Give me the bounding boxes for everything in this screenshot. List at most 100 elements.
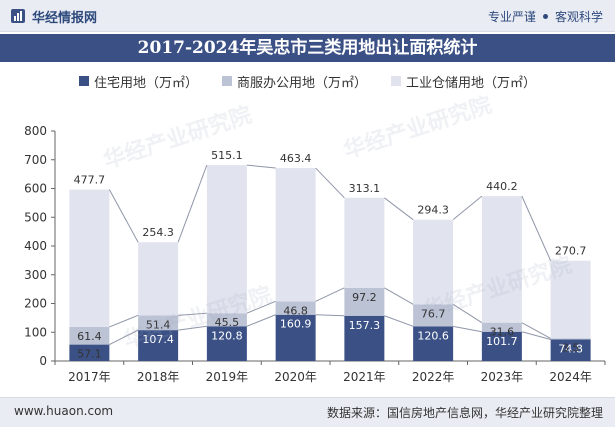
- connector-line-industrial: [452, 195, 483, 221]
- brand[interactable]: 华经情报网: [10, 7, 98, 26]
- data-label-residential: 120.6: [417, 329, 449, 342]
- legend-swatch-industrial: [391, 76, 401, 86]
- data-label-commercial: 61.4: [77, 330, 102, 343]
- connector-line-residential: [246, 314, 276, 327]
- data-label-commercial: 97.2: [352, 291, 377, 304]
- slogan-separator-dot: [542, 14, 548, 19]
- data-label-commercial: 31.6: [490, 326, 515, 339]
- bar-residential: [69, 344, 110, 361]
- connector-line-industrial: [177, 164, 208, 243]
- y-tick-label: 500: [24, 210, 47, 224]
- footer-source: 数据来源：国信房地产信息网，华经产业研究院整理: [326, 406, 603, 420]
- connector-line-industrial: [521, 195, 552, 261]
- legend-item-residential[interactable]: 住宅用地（万㎡）: [78, 72, 198, 91]
- connector-line-commercial: [109, 314, 139, 328]
- connector-line-commercial: [178, 312, 207, 316]
- connector-line-industrial: [108, 189, 139, 243]
- slogan-left: 专业严谨: [487, 10, 536, 24]
- legend-item-commercial[interactable]: 商服办公用地（万㎡）: [221, 72, 367, 91]
- brand-name: 华经情报网: [32, 10, 98, 26]
- brand-logo-icon: [10, 8, 26, 24]
- data-label-residential: 57.1: [77, 348, 102, 361]
- bar-industrial: [69, 189, 110, 327]
- data-label-industrial: 313.1: [349, 182, 381, 195]
- data-label-residential: 101.7: [486, 335, 518, 348]
- connector-line-commercial: [521, 322, 551, 339]
- bar-industrial: [481, 196, 522, 323]
- x-tick-label: 2022年: [412, 370, 455, 384]
- bar-residential: [413, 326, 454, 361]
- x-tick-label: 2017年: [68, 370, 111, 384]
- y-tick-label: 300: [24, 268, 47, 282]
- y-tick-label: 200: [24, 297, 47, 311]
- connector-line-residential: [453, 325, 482, 333]
- data-label-residential: 160.9: [280, 318, 312, 331]
- data-label-industrial: 254.3: [142, 226, 174, 239]
- connector-line-residential: [384, 315, 414, 327]
- data-label-residential: 120.8: [211, 329, 243, 342]
- data-label-commercial: 46.8: [283, 304, 308, 317]
- data-label-residential: 107.4: [142, 333, 174, 346]
- bar-commercial: [206, 313, 247, 327]
- data-label-commercial: 45.5: [215, 316, 240, 329]
- bar-commercial: [413, 304, 454, 327]
- bar-commercial: [481, 322, 522, 332]
- data-label-residential: 74.8: [558, 342, 583, 355]
- y-tick-label: 600: [24, 182, 47, 196]
- slogan-right: 客观科学: [554, 10, 603, 24]
- footer: www.huaon.com 数据来源：国信房地产信息网，华经产业研究院整理: [0, 397, 615, 427]
- y-tick-label: 800: [24, 124, 47, 138]
- connector-line-commercial: [452, 303, 483, 324]
- x-tick-label: 2018年: [137, 370, 180, 384]
- data-label-industrial: 270.7: [555, 245, 587, 258]
- bar-industrial: [550, 260, 591, 339]
- bar-commercial: [275, 301, 316, 315]
- y-tick-label: 700: [24, 153, 47, 167]
- connector-line-residential: [109, 329, 139, 346]
- y-tick-label: 400: [24, 239, 47, 253]
- legend-label-residential: 住宅用地（万㎡）: [93, 75, 198, 91]
- bar-residential: [550, 339, 591, 361]
- bar-residential: [481, 331, 522, 361]
- bar-industrial: [275, 168, 316, 302]
- x-tick-label: 2020年: [274, 370, 317, 384]
- bar-residential: [344, 315, 385, 361]
- connector-line-residential: [521, 331, 551, 340]
- data-label-industrial: 440.2: [486, 180, 518, 193]
- connector-line-industrial: [315, 167, 345, 199]
- connector-line-industrial: [246, 164, 276, 169]
- bar-residential: [275, 314, 316, 361]
- connector-line-residential: [315, 314, 345, 317]
- bar-industrial: [206, 165, 247, 314]
- data-label-industrial: 463.4: [280, 152, 312, 165]
- legend: 住宅用地（万㎡） 商服办公用地（万㎡） 工业仓储用地（万㎡）: [0, 72, 615, 91]
- legend-item-industrial[interactable]: 工业仓储用地（万㎡）: [391, 72, 537, 91]
- y-tick-label: 0: [39, 354, 47, 368]
- data-label-commercial: 3.5: [562, 341, 580, 354]
- legend-swatch-commercial: [221, 76, 232, 86]
- data-label-industrial: 477.7: [74, 174, 106, 187]
- bar-commercial: [550, 338, 591, 340]
- slogan: 专业严谨 客观科学: [488, 8, 603, 25]
- connector-line-residential: [178, 325, 207, 331]
- x-tick-label: 2019年: [206, 370, 249, 384]
- data-label-residential: 157.3: [349, 319, 381, 332]
- data-label-industrial: 294.3: [417, 204, 449, 217]
- x-tick-label: 2023年: [481, 370, 524, 384]
- connector-line-commercial: [384, 287, 414, 305]
- bar-commercial: [344, 287, 385, 316]
- data-label-commercial: 76.7: [421, 307, 446, 320]
- legend-label-industrial: 工业仓储用地（万㎡）: [406, 75, 537, 91]
- bar-industrial: [413, 219, 454, 305]
- bar-industrial: [138, 242, 179, 316]
- connector-line-commercial: [315, 287, 345, 302]
- data-label-industrial: 515.1: [211, 149, 243, 162]
- bar-commercial: [69, 326, 110, 345]
- legend-swatch-residential: [78, 76, 89, 86]
- x-tick-label: 2024年: [549, 370, 592, 384]
- data-label-commercial: 51.4: [146, 318, 171, 331]
- footer-website[interactable]: www.huaon.com: [14, 404, 114, 418]
- bar-industrial: [344, 197, 385, 288]
